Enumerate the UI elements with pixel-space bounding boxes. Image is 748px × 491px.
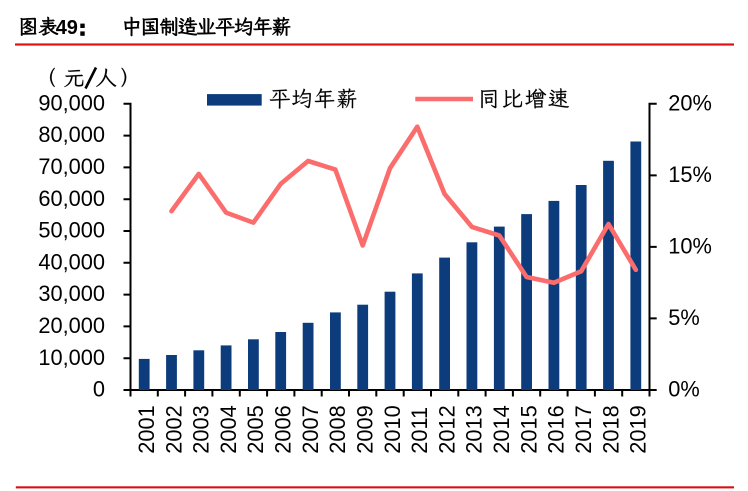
svg-text:2014: 2014 xyxy=(489,405,514,454)
svg-text:2009: 2009 xyxy=(353,405,378,454)
svg-text:2013: 2013 xyxy=(462,405,487,454)
svg-text:2001: 2001 xyxy=(134,405,159,454)
svg-text:50,000: 50,000 xyxy=(38,218,105,243)
svg-text:2008: 2008 xyxy=(325,405,350,454)
svg-text:60,000: 60,000 xyxy=(38,186,105,211)
svg-text:2017: 2017 xyxy=(571,405,596,454)
svg-text:0%: 0% xyxy=(668,377,700,402)
svg-text:2011: 2011 xyxy=(407,407,432,454)
svg-text:30,000: 30,000 xyxy=(38,281,105,306)
svg-text:80,000: 80,000 xyxy=(38,122,105,147)
svg-text:2018: 2018 xyxy=(598,405,623,454)
svg-text:2005: 2005 xyxy=(243,405,268,454)
svg-text:70,000: 70,000 xyxy=(38,154,105,179)
svg-text:2004: 2004 xyxy=(216,405,241,454)
svg-text:10%: 10% xyxy=(668,234,712,259)
svg-text:2002: 2002 xyxy=(161,405,186,454)
svg-text:2006: 2006 xyxy=(271,405,296,454)
svg-text:5%: 5% xyxy=(668,305,700,330)
svg-text:2015: 2015 xyxy=(516,405,541,454)
svg-text:2007: 2007 xyxy=(298,405,323,454)
svg-text:2010: 2010 xyxy=(380,405,405,454)
svg-text:15%: 15% xyxy=(668,162,712,187)
svg-text:20,000: 20,000 xyxy=(38,313,105,338)
svg-text:49: 49 xyxy=(56,17,78,39)
svg-text:2019: 2019 xyxy=(626,405,651,454)
svg-text:2016: 2016 xyxy=(544,405,569,454)
svg-text:10,000: 10,000 xyxy=(38,345,105,370)
svg-text:0: 0 xyxy=(93,377,105,402)
svg-text:20%: 20% xyxy=(668,90,712,115)
svg-text:40,000: 40,000 xyxy=(38,249,105,274)
svg-text:2012: 2012 xyxy=(434,405,459,454)
svg-text:2003: 2003 xyxy=(189,405,214,454)
svg-text:90,000: 90,000 xyxy=(38,90,105,115)
